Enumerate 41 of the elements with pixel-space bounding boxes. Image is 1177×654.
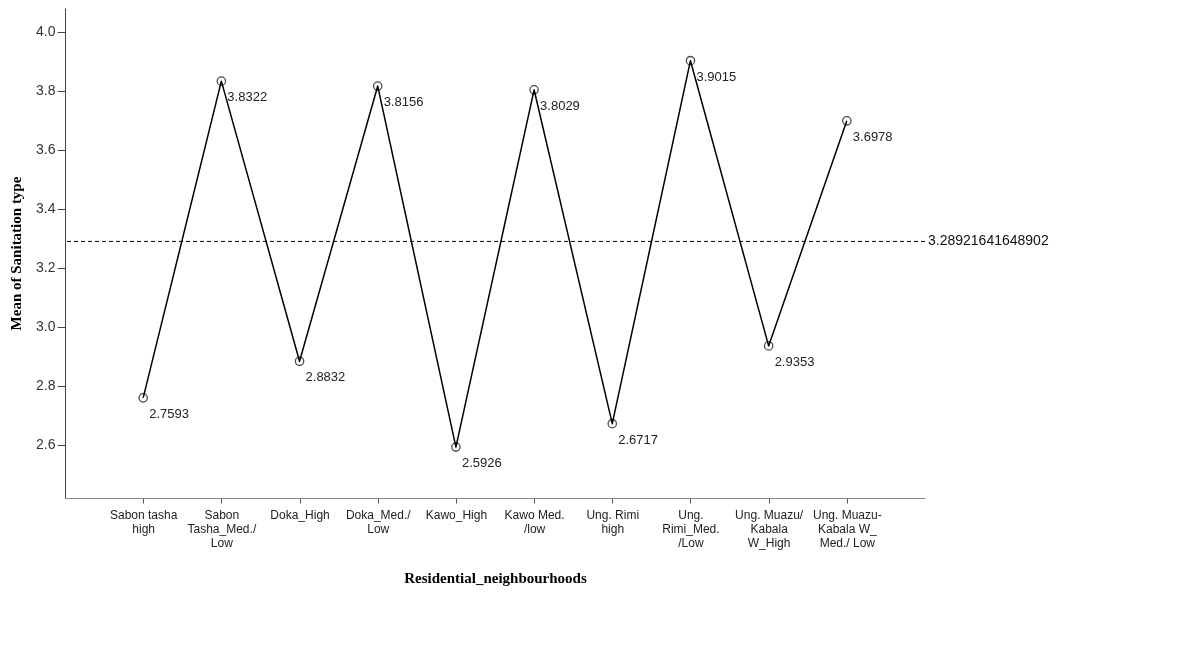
point bbox=[216, 76, 227, 86]
point bbox=[763, 341, 774, 351]
ref-line-label: 3.28921641648902 bbox=[928, 232, 1049, 249]
y-tick-label: 3.2 bbox=[36, 259, 56, 276]
y-tick-label: 3.4 bbox=[36, 200, 56, 217]
y-tick-label: 3.6 bbox=[36, 141, 56, 158]
data-label: 3.8156 bbox=[383, 94, 424, 110]
x-tick-label: Doka_Med./ Low bbox=[345, 507, 412, 536]
x-axis-title: Residential_neighbourhoods bbox=[404, 569, 587, 586]
y-axis-title: Mean of Sanitation type bbox=[8, 176, 25, 331]
y-tick-label: 3.8 bbox=[36, 82, 56, 99]
x-tick-label: Sabon tasha high bbox=[109, 507, 178, 536]
x-tick-label: Kawo Med. /low bbox=[504, 507, 565, 536]
x-tick-label: Ung. Rimi_Med. /Low bbox=[662, 507, 720, 550]
x-tick-label: Sabon Tasha_Med./ Low bbox=[187, 507, 257, 550]
point bbox=[529, 84, 539, 95]
point bbox=[138, 393, 149, 403]
data-label: 2.7593 bbox=[149, 405, 189, 421]
point bbox=[294, 356, 305, 367]
data-label: 3.8029 bbox=[540, 97, 580, 113]
data-label: 2.8832 bbox=[305, 369, 346, 385]
data-label: 2.5926 bbox=[461, 455, 502, 471]
y-tick-label: 2.6 bbox=[36, 436, 56, 453]
data-label: 2.9353 bbox=[774, 353, 815, 369]
x-tick-label: Ung. Rimi high bbox=[586, 507, 640, 536]
data-label: 3.6978 bbox=[852, 128, 893, 144]
x-tick-label: Kawo_High bbox=[425, 507, 488, 522]
x-tick-label: Ung. Muazu- Kabala W_ Med./ Low bbox=[812, 507, 882, 550]
data-label: 3.9015 bbox=[696, 68, 737, 84]
x-tick-label: Doka_High bbox=[270, 507, 330, 522]
point bbox=[841, 115, 852, 126]
point bbox=[685, 55, 696, 66]
point bbox=[607, 418, 618, 429]
y-tick-label: 3.0 bbox=[36, 318, 56, 335]
y-tick-label: 4.0 bbox=[36, 23, 56, 40]
x-tick-label: Ung. Muazu/ Kabala W_High bbox=[735, 507, 804, 550]
data-label: 2.6717 bbox=[618, 431, 659, 447]
point bbox=[372, 81, 383, 91]
data-label: 3.8322 bbox=[227, 89, 268, 105]
y-tick-label: 2.8 bbox=[36, 377, 56, 394]
point bbox=[451, 442, 461, 452]
